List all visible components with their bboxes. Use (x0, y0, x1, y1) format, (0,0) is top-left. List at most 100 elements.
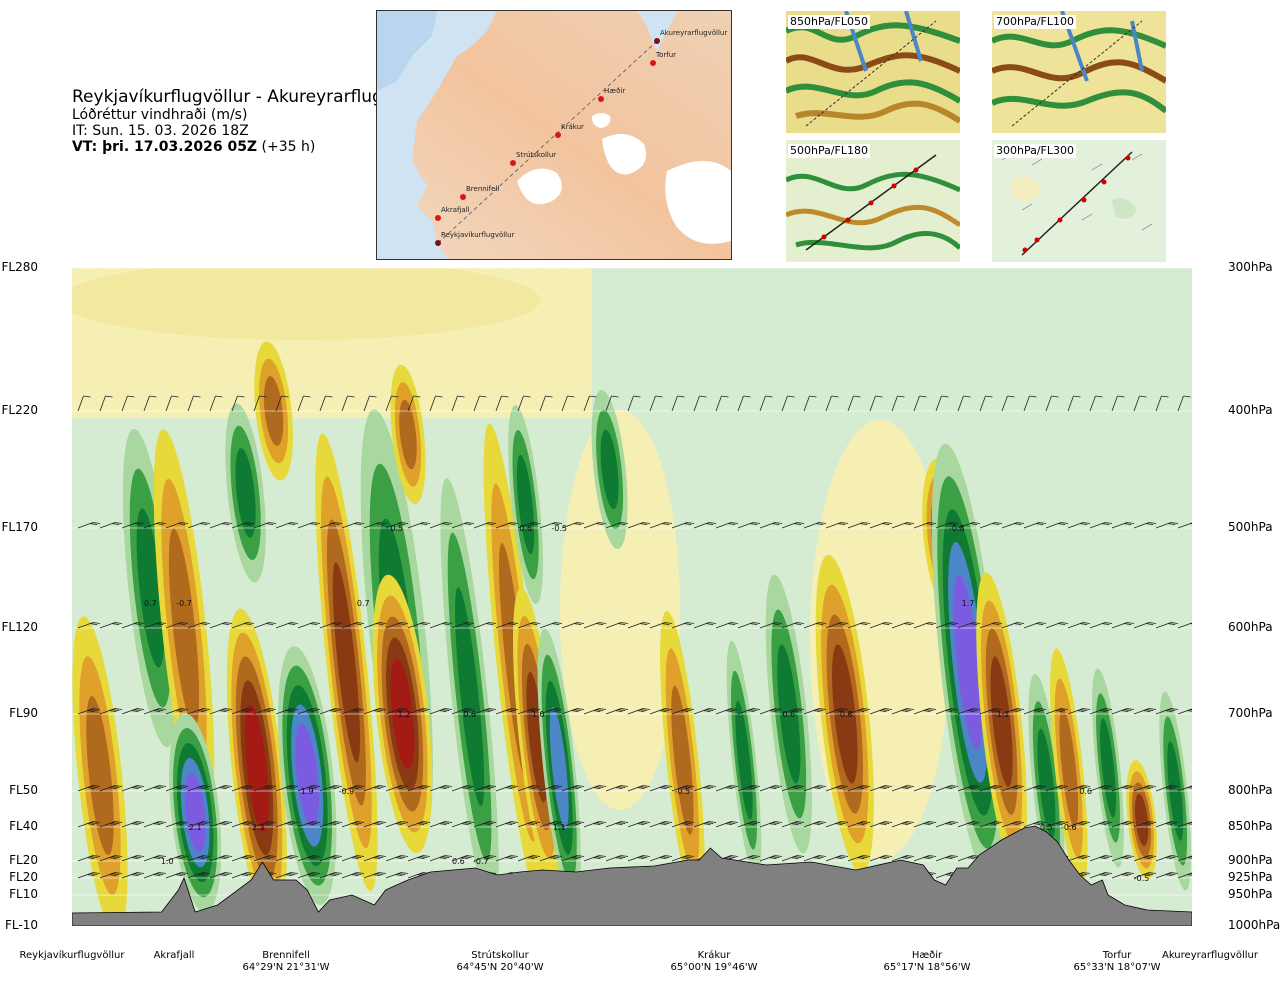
route-point-label: Reykjavíkurflugvöllur (441, 231, 515, 239)
wind-barb (693, 821, 717, 828)
wind-barb (363, 821, 387, 828)
wind-barb (1111, 872, 1135, 879)
wind-barb (451, 821, 475, 828)
mini-map-500-svg (786, 140, 960, 262)
wind-barb (1089, 872, 1113, 879)
wind-barb (385, 522, 409, 529)
wind-barb (121, 395, 135, 412)
location-label: Krákur 65°00'N 19°46'W (644, 950, 784, 974)
wind-barb (693, 395, 707, 412)
route-point-label: Hæðir (604, 87, 626, 95)
wind-barb (1089, 855, 1113, 862)
wind-barb (275, 708, 299, 715)
wind-barb (429, 821, 453, 828)
wind-barb (1045, 622, 1069, 629)
value-label: 1.9 (301, 787, 314, 796)
wind-barb (77, 395, 91, 412)
route-point-marker (435, 240, 441, 246)
wind-barb (188, 268, 189, 269)
wind-barb (1089, 821, 1113, 828)
value-label: -0.7 (473, 857, 489, 866)
flight-level-label: FL170 (1, 520, 39, 534)
mini-map-700-label: 700hPa/FL100 (994, 15, 1077, 29)
wind-barb (539, 522, 563, 529)
wind-barb (760, 268, 761, 269)
wind-barb (385, 708, 409, 715)
wind-barb (165, 855, 189, 862)
value-label: 0.5 (390, 524, 403, 533)
value-label: 1.0 (161, 857, 174, 866)
wind-barb (121, 622, 145, 629)
wind-barb (341, 708, 365, 715)
pressure-level-label: 1000hPa (1228, 918, 1280, 932)
wind-barb (781, 785, 805, 792)
value-labels: 0.7 -0.7 0.7 0.5 0.6 -0.5 -0.8 1.7 -1.2 0.6 -1.0 0.… (144, 524, 1149, 883)
wind-barb (715, 622, 739, 629)
variable-title: Lóðréttur vindhraði (m/s) (72, 107, 248, 123)
wind-barb (913, 855, 937, 862)
flight-level-label: FL90 (9, 706, 38, 720)
wind-barb (847, 622, 871, 629)
wind-barb (693, 622, 717, 629)
velocity-cell (735, 700, 753, 820)
wind-barb (319, 395, 333, 412)
wind-barb (451, 522, 475, 529)
wind-barb (473, 821, 497, 828)
wind-barb (385, 872, 409, 879)
wind-barb (363, 708, 387, 715)
cross-section-chart: 0.7 -0.7 0.7 0.5 0.6 -0.5 -0.8 1.7 -1.2 0.6 -1.0 0.… (72, 268, 1192, 926)
wind-barb (385, 785, 409, 792)
wind-barb (737, 821, 761, 828)
wind-barb (231, 855, 255, 862)
wind-barb (561, 708, 585, 715)
wind-barb (649, 622, 673, 629)
wind-barb (275, 622, 299, 629)
wind-barb (341, 622, 365, 629)
wind-barb (297, 395, 311, 412)
location-name: Krákur (697, 950, 731, 961)
wind-barb (187, 708, 211, 715)
wind-barb (825, 522, 849, 529)
location-coordinates: 64°29'N 21°31'W (242, 962, 330, 973)
value-label: -2.3 (249, 823, 265, 832)
wind-barb (869, 821, 893, 828)
velocity-cell (399, 399, 417, 470)
pressure-level-label: 400hPa (1228, 403, 1273, 417)
mid-yellow-band (560, 410, 680, 810)
wind-barb (209, 872, 233, 879)
value-label: -0.6 (1061, 823, 1077, 832)
wind-barb (1133, 855, 1157, 862)
wind-barb (583, 785, 607, 792)
wind-barb (671, 785, 695, 792)
location-label: Akrafjall (104, 950, 244, 962)
wind-barb (253, 522, 277, 529)
wind-barb (517, 855, 541, 862)
wind-barb (957, 821, 981, 828)
wind-barb (341, 522, 365, 529)
wind-barb (1177, 785, 1192, 792)
wind-barb (1155, 785, 1179, 792)
wind-barb (561, 785, 585, 792)
wind-barb (1045, 395, 1059, 412)
wind-barb (540, 268, 541, 269)
wind-barb (319, 622, 343, 629)
flight-level-label: FL40 (9, 819, 38, 833)
velocity-cell (516, 454, 535, 555)
wind-barb (231, 622, 255, 629)
wind-barb (869, 622, 893, 629)
velocity-cell (990, 656, 1013, 787)
plot-area: 0.7 -0.7 0.7 0.5 0.6 -0.5 -0.8 1.7 -1.2 0.6 -1.0 0.… (72, 268, 1192, 926)
wind-barb (143, 855, 167, 862)
wind-barb (297, 785, 321, 792)
wind-barb (583, 821, 607, 828)
wind-barb (77, 872, 101, 879)
wind-barb (407, 522, 431, 529)
location-name: Hæðir (911, 950, 943, 961)
wind-barb (671, 622, 695, 629)
location-name: Akureyrarflugvöllur (1161, 950, 1258, 961)
wind-barb (605, 785, 629, 792)
wind-barb (297, 821, 321, 828)
route-point-marker (650, 60, 656, 66)
wind-barb (627, 821, 651, 828)
pressure-level-label: 700hPa (1228, 706, 1273, 720)
